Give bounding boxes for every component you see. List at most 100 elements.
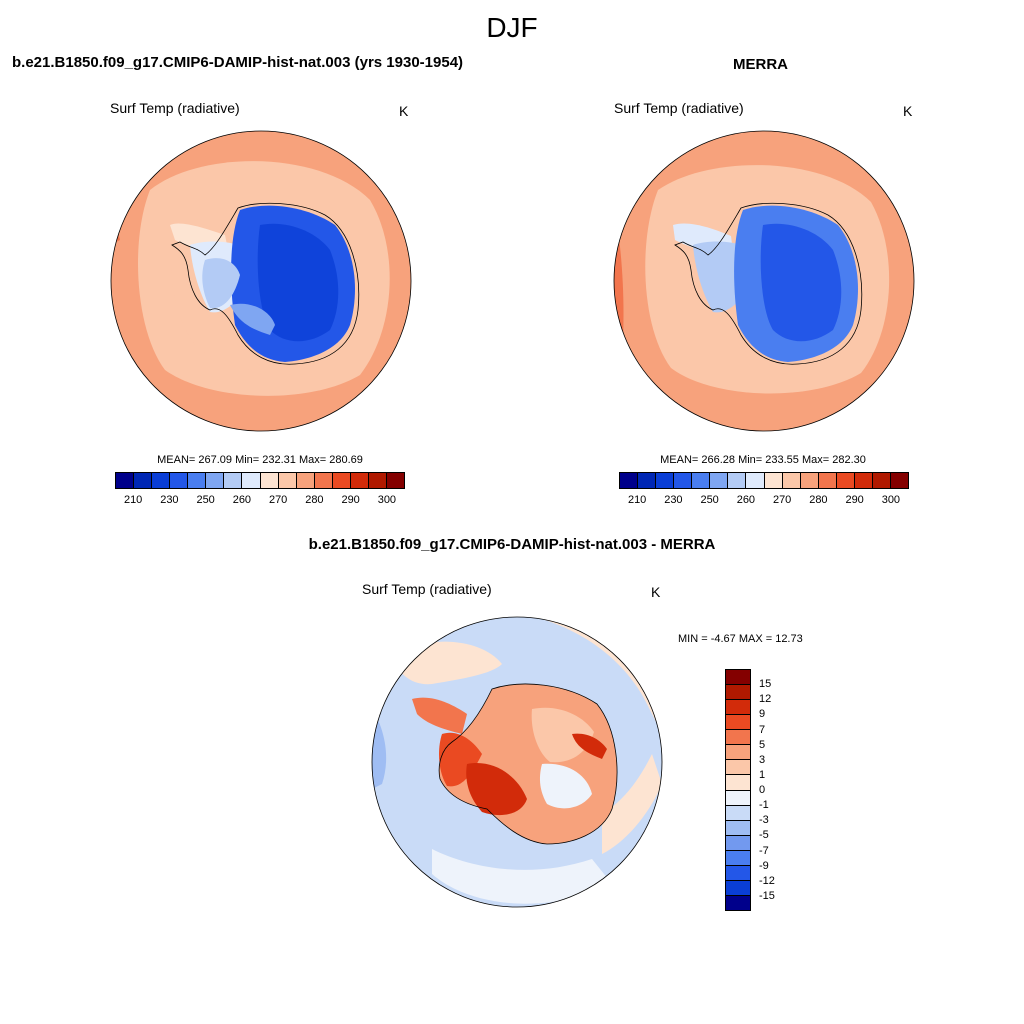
colorbar-tick-label: 3 — [759, 753, 766, 766]
panel-1-case-title: b.e21.B1850.f09_g17.CMIP6-DAMIP-hist-nat… — [12, 54, 464, 71]
colorbar-tick-label: 260 — [232, 494, 252, 506]
colorbar-swatch — [656, 473, 675, 488]
colorbar-tick-label: 210 — [627, 494, 647, 506]
colorbar-tick-label: 210 — [123, 494, 143, 506]
colorbar-tick-label: 1 — [759, 768, 766, 781]
colorbar-tick-label: 230 — [664, 494, 683, 506]
colorbar-swatch — [368, 473, 387, 488]
colorbar-swatch — [224, 473, 243, 488]
panel-2-colorbar — [619, 472, 909, 489]
diff-colorbar-ticks: 15 12 9 7 5 3 1 0 -1 -3 -5 -7 -9 -12 -15 — [759, 669, 799, 911]
diff-polar-map — [371, 616, 663, 908]
colorbar-swatch — [314, 473, 333, 488]
colorbar-swatch — [188, 473, 207, 488]
colorbar-tick-label: 270 — [772, 494, 792, 506]
panel-2-polar-map — [613, 130, 915, 432]
diff-units-label: K — [651, 584, 661, 600]
panel-2-case-title: MERRA — [733, 56, 788, 73]
colorbar-swatch — [726, 775, 750, 791]
colorbar-swatch — [726, 865, 750, 881]
panel-1-variable-label: Surf Temp (radiative) — [110, 100, 240, 116]
panel-1-colorbar — [115, 472, 405, 489]
colorbar-swatch — [800, 473, 819, 488]
colorbar-swatch — [726, 880, 750, 896]
colorbar-swatch — [620, 473, 639, 488]
colorbar-swatch — [890, 473, 908, 488]
colorbar-tick-label: 280 — [809, 494, 828, 506]
diff-case-title: b.e21.B1850.f09_g17.CMIP6-DAMIP-hist-nat… — [308, 536, 716, 553]
diff-variable-label: Surf Temp (radiative) — [362, 581, 492, 597]
colorbar-swatch — [386, 473, 404, 488]
colorbar-swatch — [836, 473, 855, 488]
panel-2-stats: MEAN= 266.28 Min= 233.55 Max= 282.30 — [660, 454, 866, 466]
page-title: DJF — [486, 12, 538, 43]
panel-1-colorbar-ticks: 210 230 250 260 270 280 290 300 — [115, 494, 405, 508]
colorbar-swatch — [854, 473, 873, 488]
colorbar-tick-label: 9 — [759, 708, 766, 721]
colorbar-swatch — [332, 473, 351, 488]
colorbar-tick-label: -15 — [759, 889, 775, 902]
colorbar-swatch — [350, 473, 369, 488]
colorbar-tick-label: 260 — [736, 494, 756, 506]
colorbar-swatch — [726, 805, 750, 821]
colorbar-swatch — [710, 473, 729, 488]
colorbar-tick-label: -1 — [759, 799, 769, 812]
colorbar-swatch — [782, 473, 801, 488]
colorbar-tick-label: 12 — [759, 693, 772, 706]
colorbar-tick-label: 300 — [881, 494, 901, 506]
panel-1-stats: MEAN= 267.09 Min= 232.31 Max= 280.69 — [157, 454, 363, 466]
colorbar-swatch — [818, 473, 837, 488]
colorbar-swatch — [726, 670, 750, 686]
colorbar-swatch — [242, 473, 261, 488]
colorbar-tick-label: 0 — [759, 784, 766, 796]
colorbar-swatch — [152, 473, 171, 488]
panel-2-colorbar-ticks: 210 230 250 260 270 280 290 300 — [619, 494, 909, 508]
colorbar-swatch — [260, 473, 279, 488]
diff-minmax-label: MIN = -4.67 MAX = 12.73 — [678, 633, 803, 645]
colorbar-tick-label: 270 — [268, 494, 288, 506]
colorbar-swatch — [726, 745, 750, 761]
colorbar-swatch — [872, 473, 891, 488]
colorbar-swatch — [726, 730, 750, 746]
colorbar-tick-label: -9 — [759, 859, 769, 872]
colorbar-swatch — [726, 790, 750, 806]
colorbar-swatch — [206, 473, 225, 488]
panel-1-polar-map — [110, 130, 412, 432]
colorbar-swatch — [764, 473, 783, 488]
colorbar-tick-label: 5 — [759, 738, 766, 751]
panel-2-units-label: K — [903, 103, 913, 119]
colorbar-swatch — [116, 473, 135, 488]
colorbar-swatch — [726, 760, 750, 776]
colorbar-tick-label: 300 — [377, 494, 397, 506]
colorbar-swatch — [726, 715, 750, 731]
colorbar-tick-label: 290 — [845, 494, 864, 506]
colorbar-tick-label: -3 — [759, 814, 769, 827]
colorbar-swatch — [638, 473, 657, 488]
panel-1-units-label: K — [399, 103, 409, 119]
colorbar-swatch — [296, 473, 315, 488]
colorbar-swatch — [726, 820, 750, 836]
colorbar-swatch — [134, 473, 153, 488]
colorbar-tick-label: 230 — [160, 494, 179, 506]
colorbar-swatch — [726, 835, 750, 851]
colorbar-swatch — [726, 850, 750, 866]
colorbar-swatch — [728, 473, 747, 488]
colorbar-swatch — [726, 685, 750, 701]
colorbar-swatch — [726, 895, 750, 910]
colorbar-tick-label: 280 — [305, 494, 324, 506]
colorbar-tick-label: 290 — [341, 494, 360, 506]
colorbar-swatch — [746, 473, 765, 488]
colorbar-tick-label: -12 — [759, 874, 775, 887]
diff-colorbar — [725, 669, 751, 911]
colorbar-tick-label: 15 — [759, 678, 772, 691]
panel-2-variable-label: Surf Temp (radiative) — [614, 100, 744, 116]
colorbar-tick-label: -5 — [759, 829, 769, 842]
colorbar-swatch — [170, 473, 189, 488]
colorbar-tick-label: 7 — [759, 723, 766, 736]
colorbar-swatch — [692, 473, 711, 488]
colorbar-tick-label: 250 — [196, 494, 215, 506]
colorbar-swatch — [726, 700, 750, 716]
colorbar-swatch — [674, 473, 693, 488]
colorbar-swatch — [278, 473, 297, 488]
colorbar-tick-label: 250 — [700, 494, 719, 506]
